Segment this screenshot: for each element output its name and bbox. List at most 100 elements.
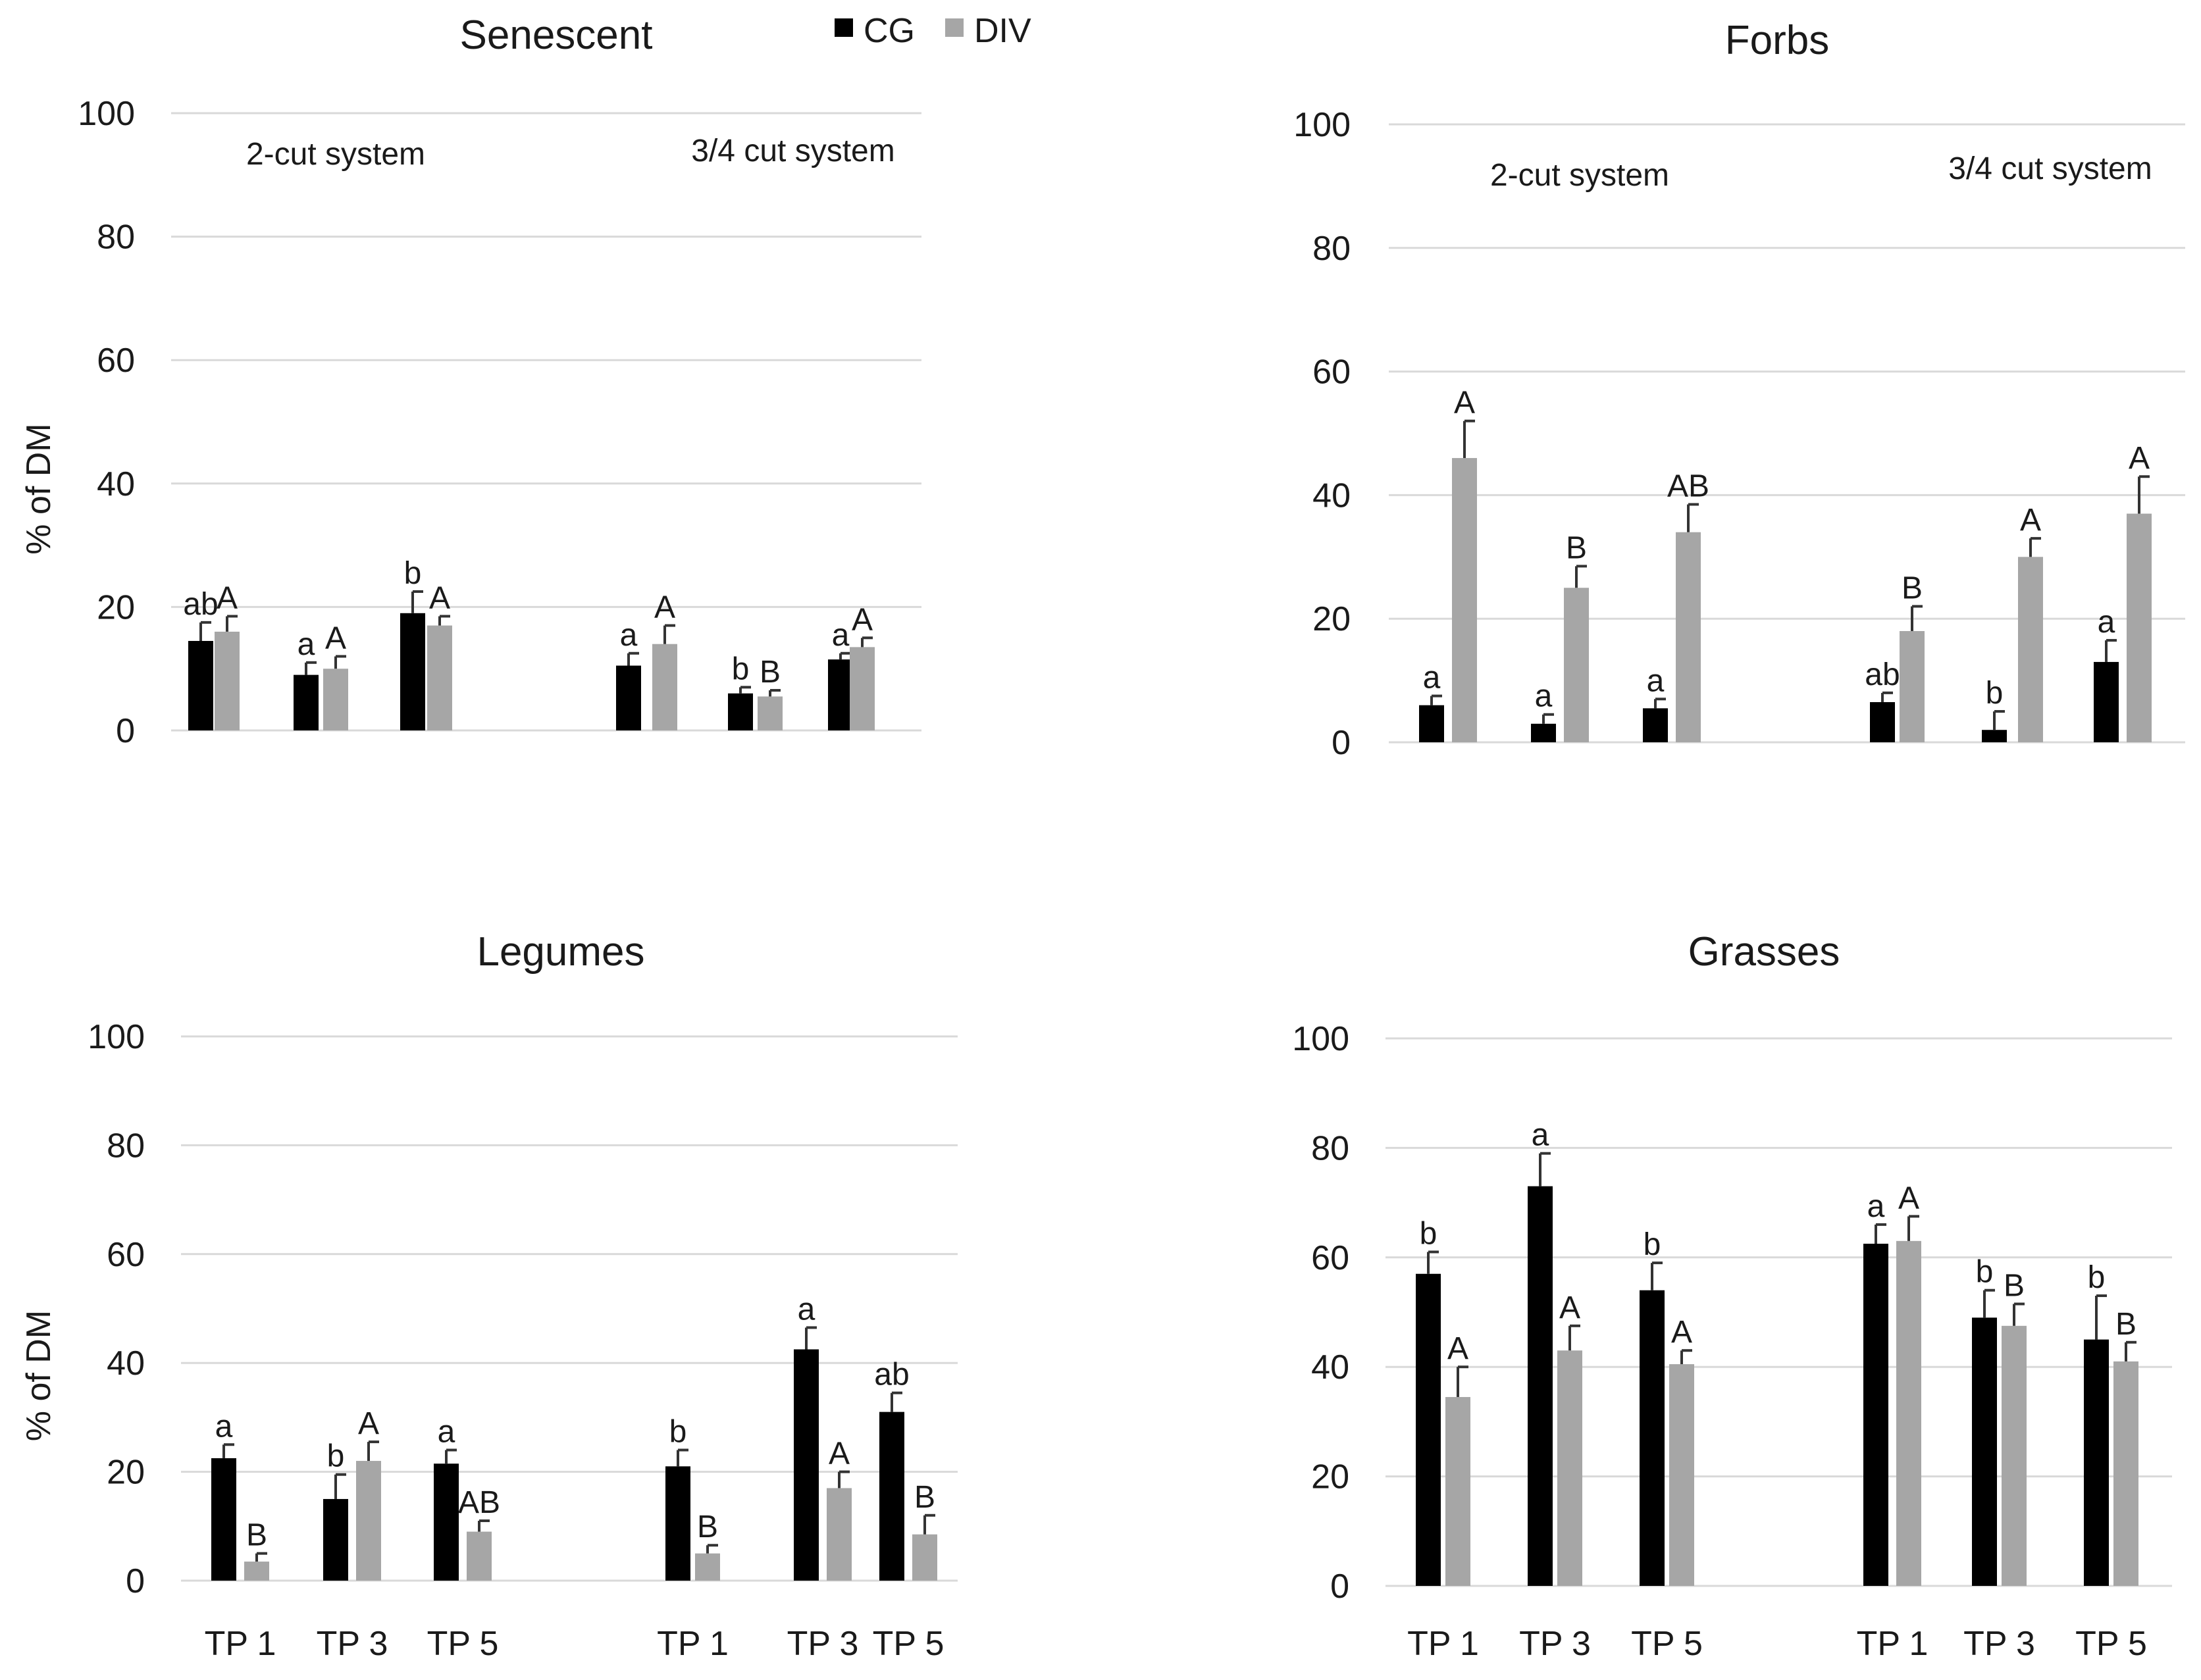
significance-letter: ab bbox=[874, 1358, 909, 1392]
system-annotation: 2-cut system bbox=[1490, 158, 1669, 193]
significance-letter: AB bbox=[458, 1485, 500, 1520]
bar-cg bbox=[1528, 1186, 1553, 1586]
error-bar bbox=[627, 651, 639, 666]
y-tick-label: 0 bbox=[1332, 724, 1351, 762]
bar-cg bbox=[665, 1466, 690, 1581]
panel-senescent: 0 20 40 60 80 100 Senescent % of DM 2-cut system… bbox=[20, 13, 921, 750]
significance-letter: b bbox=[2088, 1260, 2106, 1295]
bar-div bbox=[850, 647, 875, 730]
error-bar bbox=[438, 615, 450, 626]
bar-cg bbox=[794, 1349, 819, 1581]
significance-letter: b bbox=[404, 556, 422, 591]
significance-letter: A bbox=[2020, 503, 2041, 538]
chart-title: Grasses bbox=[1688, 929, 1840, 975]
significance-letter: a bbox=[1532, 1118, 1549, 1153]
error-bar bbox=[1680, 1349, 1692, 1365]
y-tick-label: 20 bbox=[1311, 1458, 1349, 1496]
y-tick-label: 80 bbox=[1312, 230, 1351, 268]
bar-cg bbox=[294, 675, 319, 730]
bar-div bbox=[912, 1534, 937, 1581]
bar-div bbox=[1900, 630, 1925, 742]
error-bar bbox=[677, 1448, 688, 1467]
bar-div bbox=[2002, 1325, 2027, 1586]
significance-letter: A bbox=[429, 580, 450, 615]
bar-div bbox=[215, 631, 240, 730]
x-tick-label: TP 1 bbox=[205, 1625, 276, 1663]
bar-cg bbox=[323, 1498, 348, 1581]
significance-letter: a bbox=[438, 1415, 455, 1450]
legend-label-cg: CG bbox=[864, 12, 915, 50]
error-bar bbox=[1687, 503, 1699, 532]
significance-letter: ab bbox=[183, 587, 218, 622]
error-bar bbox=[222, 1443, 234, 1458]
bar-cg bbox=[434, 1464, 459, 1581]
bar-cg bbox=[2084, 1339, 2109, 1586]
y-tick-label: 40 bbox=[1311, 1348, 1349, 1387]
x-tick-label: TP 3 bbox=[1963, 1625, 2035, 1663]
error-bar bbox=[1568, 1324, 1580, 1351]
panel-grasses: 0 20 40 60 80 100 Grasses b a b a b b A A A A B B TP 1 TP 3 T… bbox=[1292, 929, 2172, 1663]
x-tick-label: TP 3 bbox=[787, 1625, 859, 1663]
error-bar bbox=[891, 1391, 902, 1412]
error-bar bbox=[2095, 1294, 2107, 1340]
chart-title: Legumes bbox=[477, 929, 644, 975]
error-bar bbox=[706, 1544, 718, 1554]
significance-letter: A bbox=[1454, 386, 1475, 420]
significance-letter: b bbox=[669, 1415, 687, 1450]
y-tick-label: 40 bbox=[97, 465, 135, 503]
bar-div bbox=[827, 1488, 852, 1581]
y-axis-label: % of DM bbox=[20, 1310, 58, 1441]
significance-letter: B bbox=[914, 1480, 935, 1515]
error-bar bbox=[861, 636, 873, 648]
y-tick-label: 60 bbox=[97, 342, 135, 380]
significance-letter: a bbox=[1535, 679, 1553, 714]
error-bar bbox=[367, 1440, 379, 1462]
bar-cg bbox=[1643, 708, 1668, 742]
significance-letter: A bbox=[1447, 1331, 1468, 1366]
error-bar bbox=[1911, 605, 1923, 631]
y-tick-label: 100 bbox=[88, 1018, 145, 1056]
y-tick-label: 60 bbox=[1311, 1239, 1349, 1277]
bar-cg bbox=[1870, 701, 1895, 742]
significance-letter: B bbox=[246, 1518, 267, 1553]
bar-div bbox=[1564, 588, 1589, 742]
bar-div bbox=[323, 669, 348, 730]
error-bar bbox=[769, 689, 781, 697]
bar-cg bbox=[1416, 1273, 1441, 1586]
y-tick-label: 20 bbox=[1312, 600, 1351, 638]
error-bar bbox=[411, 590, 423, 613]
x-tick-label: TP 1 bbox=[657, 1625, 729, 1663]
legend: CG DIV bbox=[835, 12, 1031, 50]
significance-letter: a bbox=[1423, 661, 1441, 696]
bar-cg bbox=[1863, 1244, 1888, 1586]
error-bar bbox=[1427, 1250, 1439, 1274]
significance-letter: B bbox=[1566, 530, 1587, 565]
bar-cg bbox=[1640, 1290, 1665, 1586]
significance-letter: b bbox=[1986, 676, 2004, 711]
bar-div bbox=[1896, 1240, 1921, 1586]
legend-label-div: DIV bbox=[974, 12, 1031, 50]
error-bar bbox=[839, 651, 851, 660]
bar-cg bbox=[1531, 723, 1556, 742]
error-bar bbox=[663, 624, 675, 644]
system-annotation: 3/4 cut system bbox=[691, 134, 894, 168]
significance-letter: A bbox=[654, 590, 675, 625]
significance-letter: b bbox=[327, 1439, 345, 1474]
error-bar bbox=[1654, 698, 1666, 709]
bar-div bbox=[2127, 513, 2152, 742]
error-bar bbox=[305, 661, 317, 675]
bar-div bbox=[1452, 458, 1477, 742]
x-tick-label: TP 5 bbox=[427, 1625, 499, 1663]
y-tick-label: 80 bbox=[1311, 1129, 1349, 1167]
error-bar bbox=[1457, 1365, 1468, 1397]
chart-title: Forbs bbox=[1725, 18, 1829, 63]
significance-letter: A bbox=[325, 621, 346, 655]
panel-forbs: 0 20 40 60 80 100 Forbs 2-cut system 3/4 cut sys… bbox=[1293, 18, 2185, 762]
y-axis-label: % of DM bbox=[20, 423, 58, 554]
error-bar bbox=[1881, 691, 1893, 702]
x-tick-label: TP 1 bbox=[1407, 1625, 1479, 1663]
error-bar bbox=[2105, 639, 2117, 662]
error-bar bbox=[1983, 1288, 1995, 1318]
y-tick-label: 20 bbox=[107, 1454, 145, 1492]
bar-div bbox=[2113, 1361, 2138, 1586]
